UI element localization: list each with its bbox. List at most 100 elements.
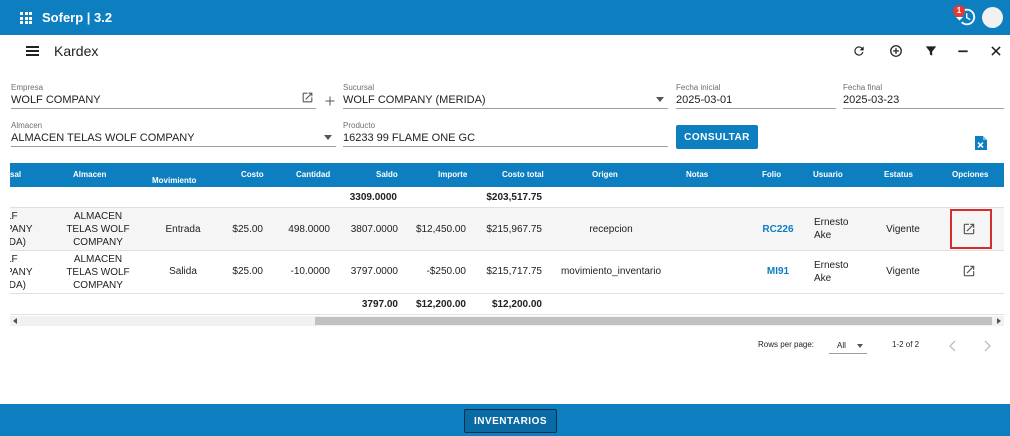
minimize-icon[interactable] (956, 44, 970, 58)
highlight-box (950, 209, 992, 249)
top-app-bar: Soferp | 3.2 1 (0, 0, 1010, 35)
sucursal-value: WOLF COMPANY (MERIDA) (343, 94, 486, 106)
sucursal-label: Sucursal (343, 83, 375, 92)
col-importe[interactable]: Importe (438, 170, 468, 179)
col-opciones[interactable]: Opciones (952, 170, 989, 179)
user-avatar[interactable] (982, 7, 1003, 28)
almacen-select[interactable]: Almacen ALMACEN TELAS WOLF COMPANY (11, 121, 336, 147)
col-sucursal[interactable]: sal (10, 170, 22, 179)
row-saldo: 3807.0000 (350, 224, 398, 235)
filter-icon[interactable] (924, 44, 938, 58)
open-in-new-icon[interactable] (962, 264, 976, 278)
row-folio-link[interactable]: RC226 (762, 224, 794, 235)
row-cantidad: -10.0000 (290, 266, 330, 277)
producto-value: 16233 99 FLAME ONE GC (343, 132, 476, 144)
chevron-down-icon (324, 135, 332, 140)
consultar-button[interactable]: CONSULTAR (676, 125, 758, 149)
fecha-final-value: 2025-03-23 (843, 94, 900, 106)
row-folio-link[interactable]: MI91 (766, 266, 790, 277)
row-usuario: Ernesto Ake (814, 260, 849, 284)
inventarios-button[interactable]: INVENTARIOS (464, 409, 557, 433)
chevron-down-icon (857, 344, 863, 348)
col-cantidad[interactable]: Cantidad (296, 170, 331, 179)
opening-saldo: 3309.0000 (349, 192, 397, 203)
empresa-value: WOLF COMPANY (11, 94, 101, 106)
row-costo-total: $215,717.75 (486, 266, 542, 277)
col-origen[interactable]: Origen (592, 170, 618, 179)
empresa-label: Empresa (11, 83, 44, 92)
chevron-down-icon (656, 97, 664, 102)
row-costo: $25.00 (232, 266, 263, 277)
col-estatus[interactable]: Estatus (884, 170, 913, 179)
row-almacen: ALMACEN TELAS WOLF COMPANY (66, 211, 130, 248)
scroll-right-icon[interactable] (997, 318, 1001, 324)
row-movimiento: Entrada (165, 224, 201, 235)
pagination-range: 1-2 of 2 (892, 340, 920, 349)
prev-page-icon[interactable] (948, 340, 958, 352)
col-usuario[interactable]: Usuario (813, 170, 843, 179)
apps-grid-icon[interactable] (20, 12, 32, 24)
row-origen: movimiento_inventario (560, 266, 662, 277)
scrollbar-thumb[interactable] (315, 317, 992, 325)
excel-export-icon[interactable] (975, 136, 987, 150)
opening-costo-total: $203,517.75 (486, 192, 542, 203)
almacen-value: ALMACEN TELAS WOLF COMPANY (11, 132, 195, 144)
fecha-inicial-value: 2025-03-01 (676, 94, 733, 106)
rows-per-page-value: All (837, 341, 846, 350)
notification-badge: 1 (953, 5, 965, 17)
app-title: Soferp | 3.2 (42, 10, 113, 25)
col-movimiento[interactable]: Movimiento (152, 176, 197, 185)
col-notas[interactable]: Notas (686, 170, 709, 179)
add-circle-icon[interactable] (889, 44, 903, 58)
producto-label: Producto (343, 121, 376, 130)
totals-row: 3797.00 $12,200.00 $12,200.00 (10, 294, 1004, 315)
add-icon[interactable] (324, 95, 336, 107)
row-sucursal: LF PANY IDA) (10, 254, 33, 291)
empresa-field[interactable]: Empresa WOLF COMPANY (11, 83, 316, 109)
fecha-final-field[interactable]: Fecha final 2025-03-23 (843, 83, 1004, 109)
open-in-new-icon[interactable] (962, 222, 976, 236)
total-costo-total: $12,200.00 (491, 299, 542, 310)
rows-per-page-select[interactable]: All (829, 336, 867, 354)
next-page-icon[interactable] (982, 340, 992, 352)
col-saldo[interactable]: Saldo (376, 170, 398, 179)
scroll-left-icon[interactable] (13, 318, 17, 324)
fecha-final-label: Fecha final (843, 83, 883, 92)
row-sucursal: LF PANY IDA) (10, 211, 33, 248)
row-costo: $25.00 (232, 224, 263, 235)
hamburger-menu-icon[interactable] (26, 46, 39, 56)
fecha-inicial-field[interactable]: Fecha inicial 2025-03-01 (676, 83, 836, 109)
opening-balance-row: 3309.0000 $203,517.75 (10, 187, 1004, 208)
open-in-new-icon[interactable] (301, 91, 314, 104)
refresh-icon[interactable] (852, 44, 866, 58)
row-estatus: Vigente (886, 224, 920, 235)
rows-per-page-label: Rows per page: (758, 340, 815, 349)
row-usuario: Ernesto Ake (814, 217, 849, 241)
page-header: Kardex (0, 35, 1010, 67)
row-estatus: Vigente (886, 266, 920, 277)
row-saldo: 3797.0000 (350, 266, 398, 277)
row-costo-total: $215,967.75 (486, 224, 542, 235)
fecha-inicial-label: Fecha inicial (676, 83, 721, 92)
horizontal-scrollbar[interactable] (10, 316, 1004, 326)
row-origen: recepcion (589, 224, 633, 235)
page-title: Kardex (54, 43, 99, 59)
col-almacen[interactable]: Almacen (73, 170, 107, 179)
table-row[interactable]: LF PANY IDA) ALMACEN TELAS WOLF COMPANY … (10, 208, 1004, 251)
row-almacen: ALMACEN TELAS WOLF COMPANY (66, 254, 130, 291)
row-importe: -$250.00 (426, 266, 466, 277)
table-row[interactable]: LF PANY IDA) ALMACEN TELAS WOLF COMPANY … (10, 251, 1004, 294)
col-folio[interactable]: Folio (762, 170, 782, 179)
col-costo[interactable]: Costo (241, 170, 264, 179)
row-movimiento: Salida (169, 266, 197, 277)
close-icon[interactable] (989, 44, 1003, 58)
producto-field[interactable]: Producto 16233 99 FLAME ONE GC (343, 121, 668, 147)
sucursal-select[interactable]: Sucursal WOLF COMPANY (MERIDA) (343, 83, 668, 109)
almacen-label: Almacen (11, 121, 43, 130)
col-costo-total[interactable]: Costo total (502, 170, 544, 179)
table-header: sal Almacen Movimiento Costo Cantidad Sa… (10, 163, 1004, 187)
total-saldo: 3797.00 (361, 299, 398, 310)
row-importe: $12,450.00 (415, 224, 466, 235)
row-cantidad: 498.0000 (288, 224, 330, 235)
kardex-table: sal Almacen Movimiento Costo Cantidad Sa… (10, 163, 1004, 330)
